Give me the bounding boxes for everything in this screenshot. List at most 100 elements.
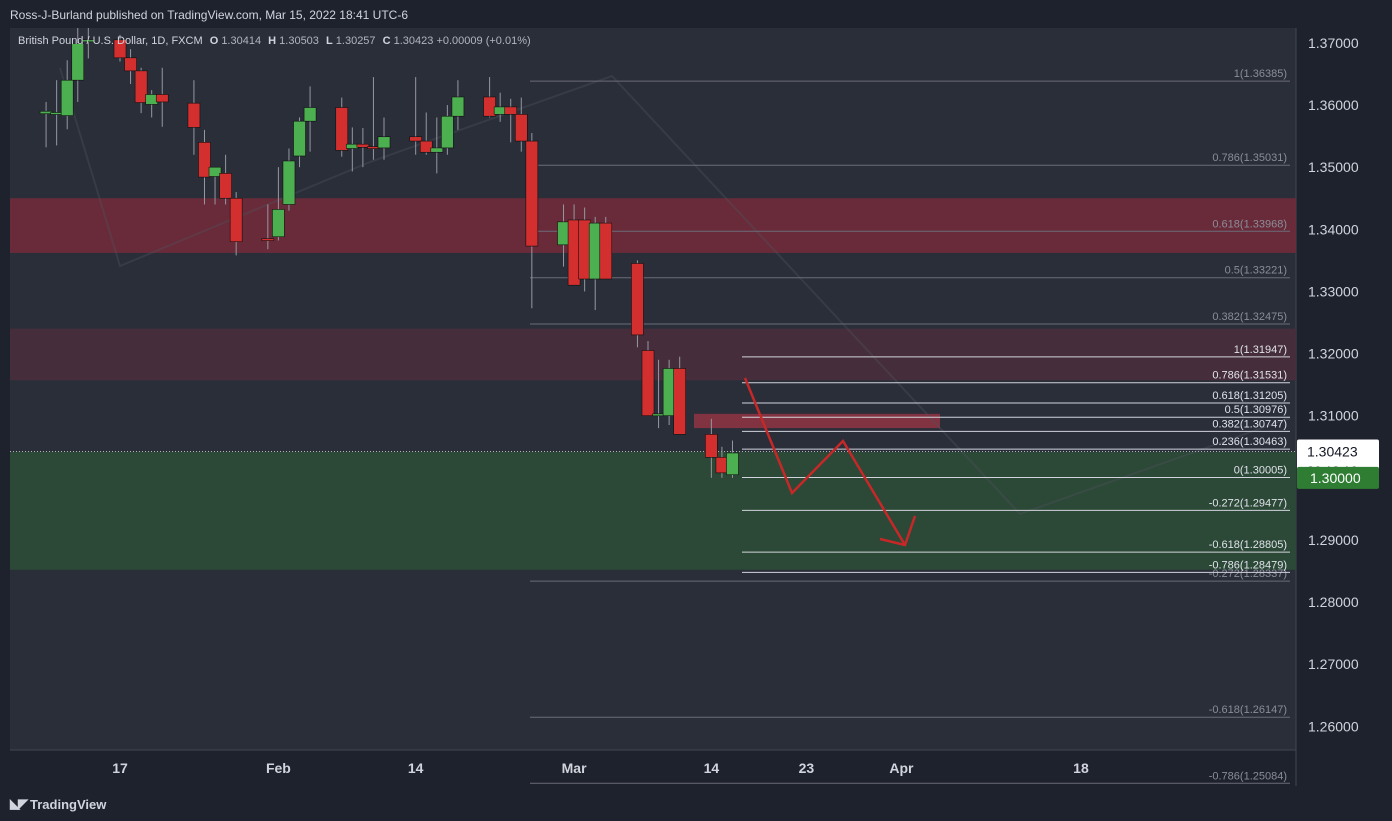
price-tick-label: 1.33000 — [1308, 283, 1359, 299]
candle-body-up — [588, 222, 602, 280]
price-tick-label: 1.28000 — [1308, 594, 1359, 610]
pattern-overlay-line — [59, 67, 1291, 516]
marker-price-box — [1297, 466, 1379, 489]
low-value: 1.30257 — [335, 35, 376, 47]
publisher-bar: Ross-J-Burland published on TradingView.… — [0, 0, 1392, 28]
price-tick-label: 1.32000 — [1308, 346, 1359, 362]
candle — [187, 80, 201, 155]
publisher-line: Ross-J-Burland published on TradingView.… — [10, 8, 408, 22]
fib-level-label: -0.272(1.28337) — [1209, 568, 1287, 580]
candle-body-down — [367, 146, 380, 149]
price-tick-label: 1.29000 — [1308, 532, 1359, 548]
candle-body-up — [282, 160, 296, 205]
candle — [229, 192, 243, 256]
candle — [261, 204, 275, 250]
symbol-name: British Pound / U.S. Dollar, 1D, FXCM — [18, 35, 203, 47]
close-value: 1.30423 — [393, 35, 434, 47]
open-value: 1.30414 — [221, 35, 262, 47]
candle — [525, 133, 539, 309]
price-tick-label: 1.26000 — [1308, 718, 1359, 734]
candle-body-up — [60, 79, 74, 116]
small-resistance-box — [694, 413, 940, 429]
candle — [430, 117, 444, 174]
fib-level-label: 0.5(1.30976) — [1225, 404, 1287, 416]
candle-body-down — [134, 70, 148, 103]
time-tick-label: Apr — [889, 760, 914, 776]
candle — [124, 49, 137, 84]
candle-body-up — [662, 368, 676, 416]
fib-level-label: 0.786(1.35031) — [1212, 152, 1287, 164]
candle — [377, 117, 391, 160]
candle — [715, 446, 729, 478]
candle — [282, 148, 296, 211]
candle — [504, 98, 518, 143]
candle — [705, 418, 718, 478]
candle-body-down — [641, 350, 655, 416]
candle-body-up — [293, 120, 306, 157]
candle — [219, 154, 232, 205]
time-scale — [10, 750, 1296, 786]
price-tick-label: 1.35000 — [1308, 159, 1359, 175]
candle-body-down — [514, 114, 528, 142]
candle — [631, 260, 644, 348]
price-tick-label: 1.31000 — [1308, 408, 1359, 424]
price-tick-label: 1.34000 — [1308, 221, 1359, 237]
marker-price-label: 1.30000 — [1310, 470, 1361, 486]
time-tick-label: 23 — [799, 760, 815, 776]
fib-level-label: 0.382(1.30747) — [1212, 418, 1287, 430]
candle-body-down — [567, 219, 581, 286]
fib-level-label: 0.5(1.33221) — [1225, 265, 1287, 277]
candle-body-down — [525, 140, 539, 247]
candle — [451, 80, 465, 130]
candle-body-down — [483, 96, 496, 117]
candle-body-down — [409, 136, 422, 142]
candle-body-up — [430, 147, 444, 153]
candle — [272, 167, 285, 241]
candle — [578, 207, 591, 292]
candle-body-up — [451, 96, 465, 117]
high-value: 1.30503 — [279, 35, 319, 47]
candle — [335, 97, 349, 157]
fib-level-label: -0.618(1.28805) — [1209, 539, 1287, 551]
candle-body-down — [335, 107, 349, 151]
time-tick-label: 14 — [704, 760, 720, 776]
candle-body-down — [673, 368, 686, 435]
resistance-zone-upper — [10, 198, 1296, 253]
candle-body-down — [124, 57, 137, 72]
candle — [82, 28, 95, 59]
candle — [409, 77, 422, 155]
candle — [303, 86, 317, 152]
price-chart[interactable]: 1(1.36385) 0.786(1.35031) 0.618(1.33968) 0.… — [0, 28, 1392, 786]
footer-bar — [0, 786, 1392, 821]
candle — [198, 129, 211, 205]
tradingview-logo[interactable]: ◣◤ TradingView — [10, 796, 106, 812]
candle — [557, 204, 570, 267]
tradingview-logo-icon: ◣◤ — [10, 796, 28, 811]
candle-body-down — [705, 434, 718, 458]
candle — [662, 359, 676, 426]
candle — [483, 77, 496, 118]
high-label: H — [268, 35, 277, 47]
last-price-label: 1.30423 — [1307, 444, 1358, 460]
candle-body-down — [599, 222, 613, 280]
fib-level-label: 0.382(1.32475) — [1212, 311, 1287, 323]
projection-arrowhead — [879, 515, 917, 547]
candle — [356, 128, 370, 168]
candle — [419, 112, 433, 155]
candle-body-down — [261, 238, 275, 241]
candle-body-up — [441, 115, 454, 149]
close-label: C — [382, 35, 391, 47]
projection-arrow — [743, 377, 907, 546]
time-tick-label: Mar — [562, 760, 587, 776]
candle-body-up — [557, 221, 570, 246]
candle-body-up — [652, 413, 665, 417]
fib-level-label: 1(1.31947) — [1234, 344, 1287, 356]
candle — [71, 28, 85, 102]
candle — [293, 117, 306, 168]
candle-body-up — [726, 452, 739, 476]
candle-body-down — [578, 219, 591, 280]
change-value: +0.00009 (+0.01%) — [436, 35, 531, 47]
candle — [641, 341, 655, 416]
candle-body-down — [631, 263, 644, 336]
candle-body-down — [504, 106, 518, 115]
